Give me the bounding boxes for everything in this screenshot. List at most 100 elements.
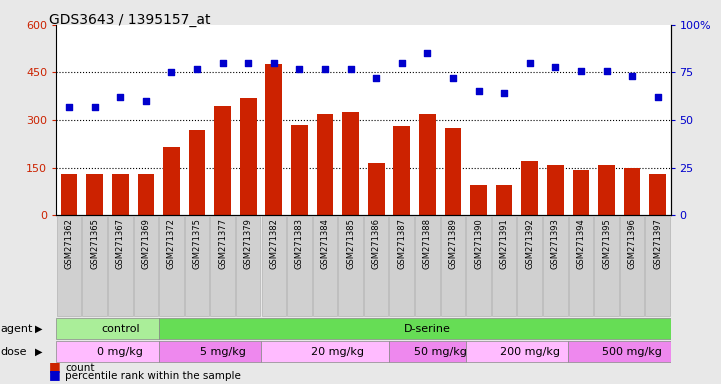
Point [217,60,229,66]
FancyBboxPatch shape [466,341,568,362]
Text: GSM271388: GSM271388 [423,218,432,269]
Text: percentile rank within the sample: percentile rank within the sample [65,371,241,381]
Text: GSM271375: GSM271375 [193,218,201,269]
Bar [470,185,487,215]
FancyBboxPatch shape [389,216,414,316]
Text: GSM271362: GSM271362 [65,218,74,269]
Point [549,64,561,70]
Bar [138,174,154,215]
Point [345,66,356,72]
Point [524,60,536,66]
Point [140,98,151,104]
FancyBboxPatch shape [594,216,619,316]
Text: GSM271384: GSM271384 [321,218,329,269]
FancyBboxPatch shape [133,216,158,316]
Text: GSM271369: GSM271369 [141,218,150,269]
Point [396,60,407,66]
Point [575,68,587,74]
Text: dose: dose [1,347,27,357]
Bar [624,167,640,215]
FancyBboxPatch shape [568,341,671,362]
Point [293,66,305,72]
Text: ■: ■ [49,360,61,373]
FancyBboxPatch shape [56,318,159,339]
Text: D-serine: D-serine [404,324,451,334]
Bar [368,163,384,215]
Point [422,50,433,56]
FancyBboxPatch shape [313,216,337,316]
Text: 50 mg/kg: 50 mg/kg [414,347,466,357]
Text: 500 mg/kg: 500 mg/kg [602,347,662,357]
FancyBboxPatch shape [389,341,466,362]
Bar [163,147,180,215]
Text: 200 mg/kg: 200 mg/kg [500,347,559,357]
FancyBboxPatch shape [211,216,235,316]
Text: 5 mg/kg: 5 mg/kg [200,347,246,357]
Text: GSM271377: GSM271377 [218,218,227,269]
Bar [87,174,103,215]
Text: ▶: ▶ [35,324,42,334]
Point [447,75,459,81]
Bar [394,126,410,215]
Bar [112,174,128,215]
FancyBboxPatch shape [185,216,209,316]
Point [63,104,75,110]
FancyBboxPatch shape [108,216,133,316]
Text: GSM271365: GSM271365 [90,218,99,269]
FancyBboxPatch shape [159,318,671,339]
Text: GSM271385: GSM271385 [346,218,355,269]
Text: ▶: ▶ [35,347,42,357]
Bar [547,165,564,215]
Text: GSM271393: GSM271393 [551,218,559,269]
Point [166,70,177,76]
Text: GSM271389: GSM271389 [448,218,457,269]
Bar [342,112,359,215]
Bar [445,128,461,215]
Bar [650,174,666,215]
Bar [240,98,257,215]
Bar [419,114,435,215]
Bar [189,129,205,215]
Text: 20 mg/kg: 20 mg/kg [311,347,364,357]
FancyBboxPatch shape [159,341,261,362]
Point [268,60,280,66]
FancyBboxPatch shape [569,216,593,316]
Point [498,90,510,96]
Text: 0 mg/kg: 0 mg/kg [97,347,143,357]
Text: GSM271386: GSM271386 [372,218,381,269]
Point [473,88,485,94]
FancyBboxPatch shape [159,216,184,316]
Text: GSM271390: GSM271390 [474,218,483,269]
FancyBboxPatch shape [56,341,159,362]
FancyBboxPatch shape [287,216,311,316]
FancyBboxPatch shape [338,216,363,316]
Text: GSM271379: GSM271379 [244,218,252,269]
FancyBboxPatch shape [518,216,542,316]
FancyBboxPatch shape [441,216,465,316]
Text: GSM271367: GSM271367 [116,218,125,269]
Point [89,104,100,110]
Point [652,94,663,100]
FancyBboxPatch shape [543,216,567,316]
FancyBboxPatch shape [57,216,81,316]
Bar [291,126,308,215]
Point [371,75,382,81]
Text: GSM271391: GSM271391 [500,218,508,269]
Text: ■: ■ [49,368,61,381]
Point [191,66,203,72]
Text: GSM271382: GSM271382 [270,218,278,269]
FancyBboxPatch shape [645,216,670,316]
Text: GSM271395: GSM271395 [602,218,611,269]
Point [242,60,254,66]
Bar [598,165,615,215]
Text: GSM271394: GSM271394 [577,218,585,269]
FancyBboxPatch shape [466,216,491,316]
FancyBboxPatch shape [492,216,516,316]
Text: GSM271396: GSM271396 [628,218,637,269]
Text: agent: agent [1,324,33,334]
Point [319,66,331,72]
Text: GDS3643 / 1395157_at: GDS3643 / 1395157_at [49,13,211,27]
Bar [61,174,77,215]
Text: control: control [101,324,140,334]
Text: GSM271397: GSM271397 [653,218,662,269]
